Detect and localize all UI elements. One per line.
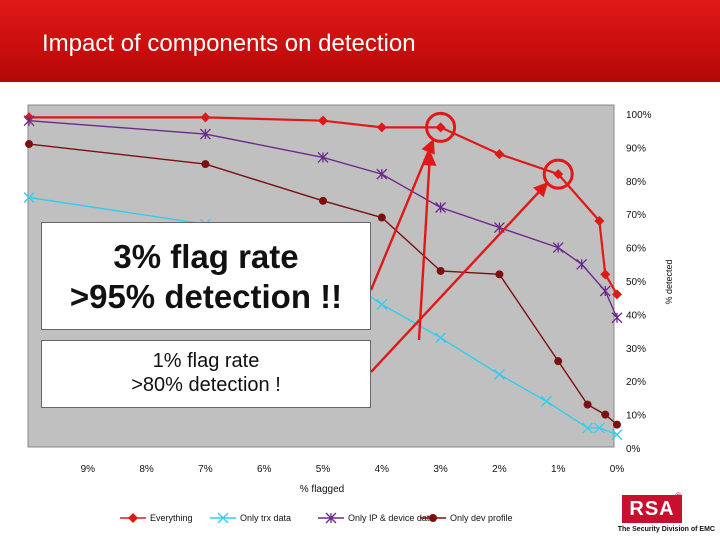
highlight-circle — [425, 111, 457, 143]
x-tick-label: 3% — [433, 464, 448, 475]
x-tick-label: 2% — [492, 464, 507, 475]
legend-item: Only dev profile — [420, 513, 513, 523]
y-tick-label: 80% — [626, 177, 646, 188]
y-tick-label: 40% — [626, 310, 646, 321]
data-point — [318, 115, 328, 126]
data-point — [317, 151, 329, 163]
y-tick-label: 90% — [626, 143, 646, 154]
data-point — [319, 196, 327, 205]
data-point — [601, 410, 610, 419]
data-point — [599, 285, 611, 297]
series-line — [28, 143, 618, 426]
data-point — [495, 270, 504, 279]
series-everything — [24, 112, 622, 300]
x-tick-label: 4% — [375, 464, 390, 475]
legend-label: Only IP & device data — [348, 513, 434, 523]
y-tick-label: 20% — [626, 377, 646, 388]
data-point — [582, 422, 594, 434]
data-point — [199, 128, 211, 140]
legend-item: Everything — [120, 513, 193, 523]
y-tick-label: 0% — [626, 444, 641, 455]
data-point — [23, 115, 35, 127]
x-axis-ticks: 9% 8% 7% 6% 5% 4% 3% 2% 1% 0% — [81, 464, 625, 475]
y-tick-label: 30% — [626, 344, 646, 355]
y-axis-ticks: 100% 90% 80% 70% 60% 50% 40% 30% 20% 10% 0% — [626, 110, 652, 455]
y-axis-label: % detected — [664, 259, 674, 304]
legend-label: Only trx data — [240, 513, 291, 523]
annotation-arrows — [369, 111, 574, 373]
y-tick-label: 10% — [626, 411, 646, 422]
callout-3pct-line1: 3% flag rate — [113, 238, 299, 275]
data-point — [200, 112, 211, 123]
data-point — [377, 213, 386, 222]
data-point — [553, 169, 564, 180]
data-point — [576, 258, 588, 270]
x-tick-label: 7% — [198, 464, 213, 475]
logo-subtitle: The Security Division of EMC — [617, 526, 715, 533]
data-point — [376, 122, 387, 133]
data-point — [540, 395, 552, 407]
annotation-arrow — [417, 151, 437, 341]
data-point — [201, 160, 210, 169]
data-point — [435, 332, 447, 344]
data-point — [552, 242, 564, 254]
legend-label: Only dev profile — [450, 513, 513, 523]
x-tick-label: 8% — [139, 464, 154, 475]
legend-marker — [429, 514, 437, 522]
legend-item: Only trx data — [210, 512, 291, 524]
data-point — [376, 298, 388, 310]
y-tick-label: 50% — [626, 277, 646, 288]
data-point — [611, 429, 623, 441]
legend-item: Only IP & device data — [318, 512, 434, 524]
callout-3pct: 3% flag rate >95% detection !! — [41, 222, 371, 330]
callout-1pct-line1: 1% flag rate — [152, 350, 260, 372]
data-point — [435, 122, 446, 133]
y-tick-label: 60% — [626, 244, 646, 255]
data-point — [583, 400, 592, 409]
x-tick-label: 5% — [316, 464, 331, 475]
x-tick-label: 6% — [257, 464, 272, 475]
data-point — [554, 357, 563, 366]
series-ip_device — [23, 115, 623, 324]
data-point — [612, 289, 622, 300]
y-tick-label: 70% — [626, 210, 646, 221]
x-axis-label: % flagged — [300, 484, 344, 495]
callout-3pct-line2: >95% detection !! — [69, 278, 343, 315]
series-dev_profile — [25, 140, 621, 429]
x-tick-label: 1% — [551, 464, 566, 475]
data-point — [613, 420, 621, 429]
slide-title: Impact of components on detection — [42, 30, 416, 57]
x-tick-label: 0% — [610, 464, 625, 475]
data-point — [25, 140, 33, 149]
data-point — [435, 202, 447, 213]
annotation-arrow — [369, 138, 435, 291]
data-point — [600, 269, 611, 280]
data-point — [494, 149, 505, 160]
legend-marker — [128, 513, 138, 523]
data-point — [376, 168, 388, 180]
callout-1pct-line2: >80% detection ! — [131, 374, 281, 396]
data-point — [493, 369, 505, 380]
title-bar: Impact of components on detection — [0, 0, 720, 82]
legend-marker — [325, 512, 337, 524]
data-point — [23, 192, 35, 203]
annotation-arrow — [370, 182, 549, 373]
legend: Everything Only trx data Only IP & device … — [120, 512, 513, 524]
callout-1pct: 1% flag rate >80% detection ! — [41, 340, 371, 408]
rsa-logo: RSA — [622, 495, 682, 523]
series-line — [28, 119, 618, 319]
data-point — [594, 215, 605, 226]
data-point — [436, 266, 445, 275]
series-layer — [23, 112, 623, 441]
y-tick-label: 100% — [626, 110, 652, 121]
data-point — [593, 422, 605, 434]
legend-label: Everything — [150, 513, 193, 523]
x-tick-label: 9% — [81, 464, 96, 475]
legend-marker — [217, 512, 229, 524]
highlight-circle — [542, 158, 574, 190]
series-line — [29, 116, 618, 295]
registered-mark: ® — [675, 491, 682, 501]
data-point — [611, 312, 623, 324]
